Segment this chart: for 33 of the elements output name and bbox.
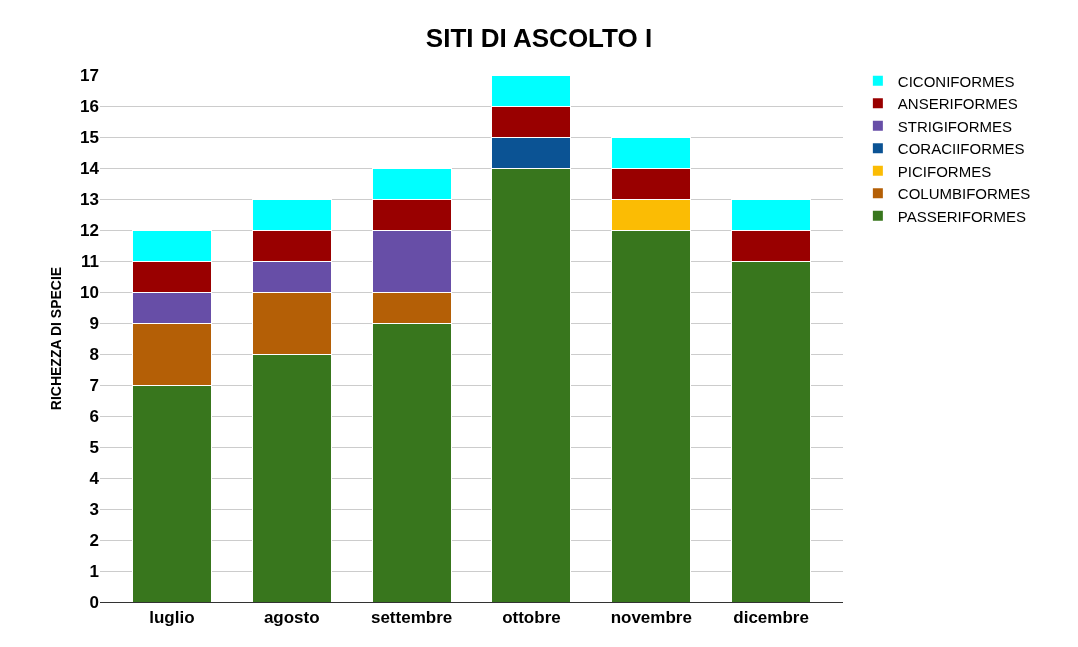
y-tick-label: 14 bbox=[80, 158, 100, 178]
y-tick-label: 7 bbox=[89, 375, 99, 395]
y-tick-label: 17 bbox=[80, 65, 99, 85]
y-tick-label: 1 bbox=[89, 561, 99, 581]
x-tick-label: luglio bbox=[149, 608, 195, 628]
y-tick-label: 5 bbox=[89, 437, 99, 457]
legend-label: COLUMBIFORMES bbox=[897, 185, 1031, 203]
y-tick-label: 0 bbox=[89, 592, 99, 612]
y-tick-label: 9 bbox=[89, 313, 99, 333]
legend-label: CORACIIFORMES bbox=[897, 140, 1025, 158]
y-tick-label: 10 bbox=[80, 282, 99, 302]
x-tick-label: agosto bbox=[263, 608, 320, 628]
legend-label: CICONIFORMES bbox=[897, 72, 1015, 90]
y-tick-label: 16 bbox=[80, 96, 99, 116]
y-tick-label: 15 bbox=[80, 127, 99, 147]
legend-label: ANSERIFORMES bbox=[897, 95, 1018, 113]
x-tick-label: dicembre bbox=[733, 608, 809, 628]
x-tick-label: settembre bbox=[370, 608, 453, 628]
y-tick-label: 6 bbox=[89, 406, 99, 426]
y-tick-label: 3 bbox=[89, 499, 99, 519]
x-tick-label: novembre bbox=[610, 608, 692, 628]
y-tick-label: 13 bbox=[80, 189, 99, 209]
y-tick-label: 2 bbox=[89, 530, 99, 550]
x-tick-label: ottobre bbox=[502, 608, 561, 628]
y-axis-title: RICHEZZA DI SPECIE bbox=[47, 266, 64, 411]
y-tick-label: 11 bbox=[81, 251, 99, 271]
y-tick-label: 8 bbox=[89, 344, 99, 364]
y-tick-label: 4 bbox=[89, 468, 100, 488]
chart-title: SITI DI ASCOLTO I bbox=[425, 23, 653, 54]
y-tick-label: 12 bbox=[80, 220, 99, 240]
legend-label: PICIFORMES bbox=[897, 162, 992, 180]
legend-label: STRIGIFORMES bbox=[897, 117, 1013, 135]
legend-label: PASSERIFORMES bbox=[897, 207, 1026, 225]
